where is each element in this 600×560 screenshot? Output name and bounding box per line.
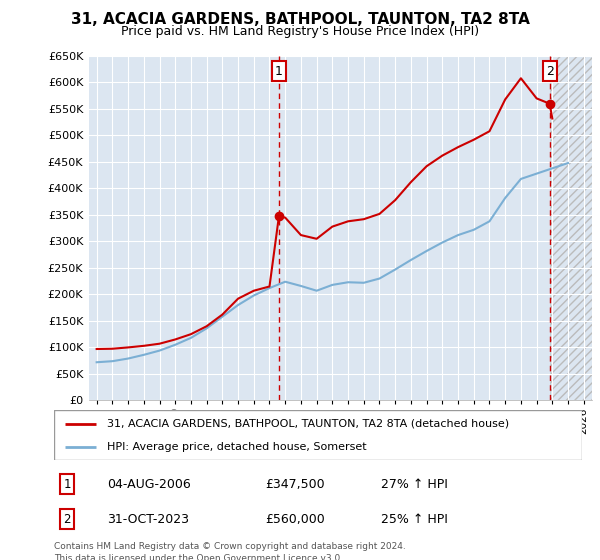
Text: 2: 2: [64, 512, 71, 526]
Text: 04-AUG-2006: 04-AUG-2006: [107, 478, 191, 491]
Text: 31-OCT-2023: 31-OCT-2023: [107, 512, 189, 526]
Text: 31, ACACIA GARDENS, BATHPOOL, TAUNTON, TA2 8TA: 31, ACACIA GARDENS, BATHPOOL, TAUNTON, T…: [71, 12, 529, 27]
Text: 1: 1: [64, 478, 71, 491]
Text: 27% ↑ HPI: 27% ↑ HPI: [382, 478, 448, 491]
Text: 25% ↑ HPI: 25% ↑ HPI: [382, 512, 448, 526]
Text: 2: 2: [546, 64, 554, 78]
Text: £560,000: £560,000: [265, 512, 325, 526]
Text: HPI: Average price, detached house, Somerset: HPI: Average price, detached house, Some…: [107, 442, 367, 452]
Text: Price paid vs. HM Land Registry's House Price Index (HPI): Price paid vs. HM Land Registry's House …: [121, 25, 479, 38]
Text: 31, ACACIA GARDENS, BATHPOOL, TAUNTON, TA2 8TA (detached house): 31, ACACIA GARDENS, BATHPOOL, TAUNTON, T…: [107, 418, 509, 428]
Text: Contains HM Land Registry data © Crown copyright and database right 2024.
This d: Contains HM Land Registry data © Crown c…: [54, 542, 406, 560]
Text: 1: 1: [275, 64, 283, 78]
Text: £347,500: £347,500: [265, 478, 325, 491]
